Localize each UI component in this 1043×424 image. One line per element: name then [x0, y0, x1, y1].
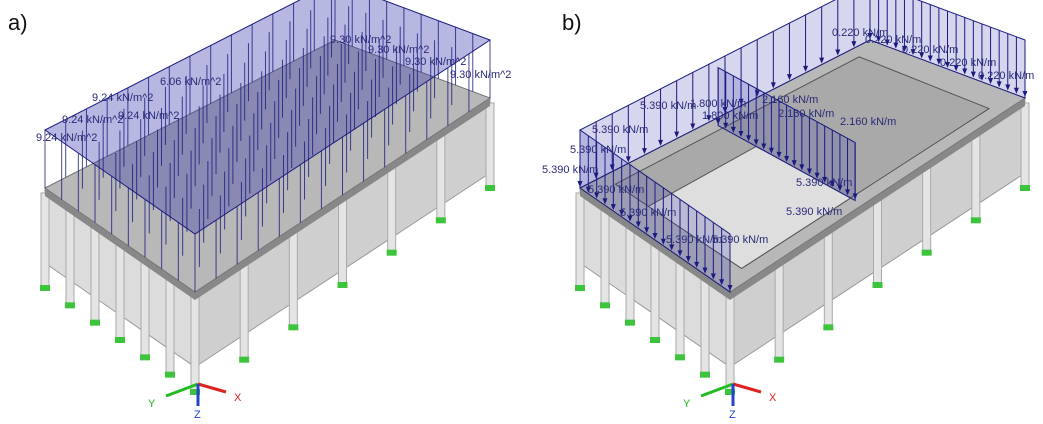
support — [575, 285, 585, 291]
column — [437, 135, 445, 220]
load-label: 5.390 kN/m — [542, 164, 598, 176]
support — [700, 372, 710, 378]
support — [338, 282, 348, 288]
axis-x — [733, 384, 761, 392]
support — [436, 217, 446, 223]
support — [239, 357, 249, 363]
load-label: 2.160 kN/m — [840, 116, 896, 128]
support — [485, 185, 495, 191]
load-label: 9.24 kN/m^2 — [118, 110, 179, 122]
load-label: 1.800 kN/m — [690, 98, 746, 110]
load-label: 9.30 kN/m^2 — [405, 56, 466, 68]
load-label: 5.390 kN/m — [570, 144, 626, 156]
column — [651, 245, 659, 340]
load-label: 0.220 kN/m — [902, 44, 958, 56]
column — [874, 200, 882, 285]
load-label: 5.390 kN/m — [640, 100, 696, 112]
column — [66, 210, 74, 305]
column — [972, 135, 980, 220]
support — [165, 372, 175, 378]
support — [675, 354, 685, 360]
column — [676, 262, 684, 357]
load-label: 2.160 kN/m — [762, 94, 818, 106]
column — [289, 232, 297, 327]
column — [166, 280, 174, 375]
column — [486, 103, 494, 188]
column — [141, 262, 149, 357]
support — [1020, 185, 1030, 191]
support — [774, 357, 784, 363]
figure: 9.30 kN/m^29.30 kN/m^29.30 kN/m^29.30 kN… — [0, 0, 1043, 424]
axis-x-label: X — [769, 392, 777, 404]
axis-x — [198, 384, 226, 392]
support — [288, 324, 298, 330]
column — [824, 232, 832, 327]
column — [701, 280, 709, 375]
column — [388, 168, 396, 253]
load-label: 9.30 kN/m^2 — [450, 69, 511, 81]
column — [91, 228, 99, 323]
support — [600, 302, 610, 308]
column — [726, 297, 734, 392]
support — [922, 250, 932, 256]
support — [650, 337, 660, 343]
column — [601, 210, 609, 305]
support — [40, 285, 50, 291]
axis-y-label: Y — [683, 398, 691, 410]
column — [41, 193, 49, 288]
support — [873, 282, 883, 288]
axis-y-label: Y — [148, 398, 156, 410]
column — [116, 245, 124, 340]
support — [625, 320, 635, 326]
support — [90, 320, 100, 326]
load-label: 0.220 kN/m — [940, 57, 996, 69]
panel-b: 0.220 kN/m0.220 kN/m0.220 kN/m0.220 kN/m… — [542, 0, 1034, 421]
axis-z-label: Z — [729, 409, 736, 421]
page: 9.30 kN/m^29.30 kN/m^29.30 kN/m^29.30 kN… — [0, 0, 1043, 424]
column — [923, 168, 931, 253]
panel-label: a) — [8, 10, 28, 35]
load-label: 9.30 kN/m^2 — [368, 44, 429, 56]
support — [823, 324, 833, 330]
support — [387, 250, 397, 256]
load-label: 9.24 kN/m^2 — [36, 132, 97, 144]
load-label: 5.390 kN/m — [588, 184, 644, 196]
load-label: 9.24 kN/m^2 — [92, 92, 153, 104]
support — [115, 337, 125, 343]
column — [240, 265, 248, 360]
panel-a: 9.30 kN/m^29.30 kN/m^29.30 kN/m^29.30 kN… — [8, 0, 511, 421]
column — [775, 265, 783, 360]
support — [140, 354, 150, 360]
load-label: 1.800 kN/m — [702, 110, 758, 122]
load-label: 0.220 kN/m — [978, 70, 1034, 82]
panel-label: b) — [562, 10, 582, 35]
load-label: 5.390 kN/m — [592, 124, 648, 136]
load-label: 5.390 kN/m — [786, 206, 842, 218]
load-label: 5.390 kN/m — [796, 177, 852, 189]
support — [65, 302, 75, 308]
column — [626, 228, 634, 323]
load-label: 6.06 kN/m^2 — [160, 76, 221, 88]
load-label: 2.160 kN/m — [778, 108, 834, 120]
column — [339, 200, 347, 285]
axis-z-label: Z — [194, 409, 201, 421]
load-label: 5.390 kN/m — [712, 234, 768, 246]
load-label: 9.24 kN/m^2 — [62, 114, 123, 126]
column — [1021, 103, 1029, 188]
column — [191, 297, 199, 392]
support — [971, 217, 981, 223]
column — [576, 193, 584, 288]
axis-x-label: X — [234, 392, 242, 404]
load-label: 5.390 kN/m — [620, 207, 676, 219]
